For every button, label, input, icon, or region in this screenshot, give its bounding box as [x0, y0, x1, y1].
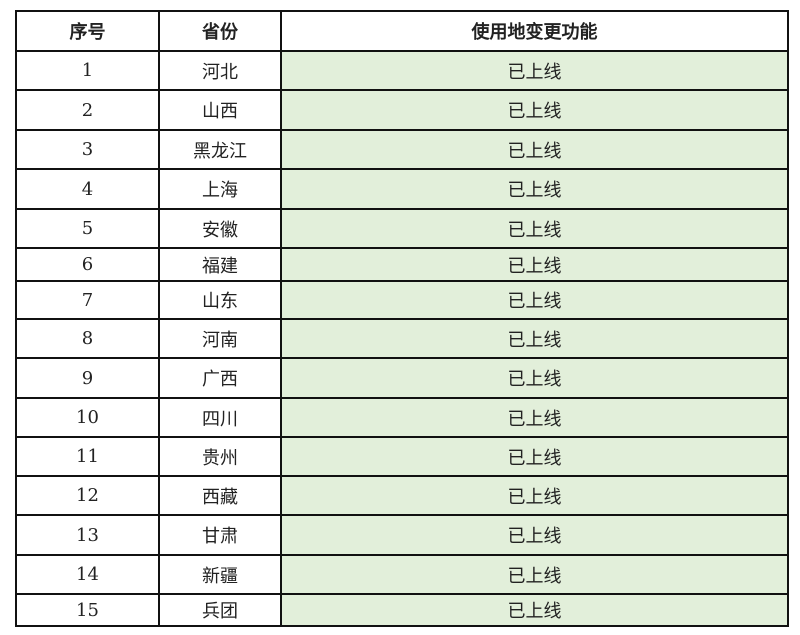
row-province: 西藏 [158, 475, 282, 516]
row-status: 已上线 [280, 475, 789, 516]
row-index: 14 [15, 554, 160, 595]
row-index: 12 [15, 475, 160, 516]
row-province: 新疆 [158, 554, 282, 595]
table-row: 10 四川 已上线 [15, 397, 789, 438]
table-row: 11 贵州 已上线 [15, 436, 789, 477]
row-index: 9 [15, 357, 160, 399]
header-feature: 使用地变更功能 [280, 10, 789, 52]
row-index: 4 [15, 168, 160, 210]
row-province: 山东 [158, 280, 282, 320]
row-status: 已上线 [280, 89, 789, 131]
row-province: 黑龙江 [158, 129, 282, 170]
row-index: 15 [15, 593, 160, 627]
row-province: 甘肃 [158, 514, 282, 556]
row-status: 已上线 [280, 554, 789, 595]
row-status: 已上线 [280, 280, 789, 320]
header-index: 序号 [15, 10, 160, 52]
table-row: 3 黑龙江 已上线 [15, 129, 789, 170]
row-status: 已上线 [280, 514, 789, 556]
row-province: 河南 [158, 318, 282, 359]
table-row: 13 甘肃 已上线 [15, 514, 789, 556]
table-row: 2 山西 已上线 [15, 89, 789, 131]
row-province: 福建 [158, 247, 282, 282]
row-province: 四川 [158, 397, 282, 438]
table-row: 14 新疆 已上线 [15, 554, 789, 595]
row-status: 已上线 [280, 50, 789, 91]
row-status: 已上线 [280, 129, 789, 170]
row-index: 13 [15, 514, 160, 556]
row-province: 广西 [158, 357, 282, 399]
row-index: 11 [15, 436, 160, 477]
header-row: 序号 省份 使用地变更功能 [15, 10, 789, 52]
row-index: 1 [15, 50, 160, 91]
row-index: 8 [15, 318, 160, 359]
row-index: 2 [15, 89, 160, 131]
row-status: 已上线 [280, 436, 789, 477]
row-status: 已上线 [280, 357, 789, 399]
row-index: 3 [15, 129, 160, 170]
row-index: 7 [15, 280, 160, 320]
row-province: 兵团 [158, 593, 282, 627]
row-province: 贵州 [158, 436, 282, 477]
row-province: 山西 [158, 89, 282, 131]
row-status: 已上线 [280, 208, 789, 249]
row-status: 已上线 [280, 593, 789, 627]
table-row: 6 福建 已上线 [15, 247, 789, 282]
row-status: 已上线 [280, 168, 789, 210]
table-row: 12 西藏 已上线 [15, 475, 789, 516]
row-province: 河北 [158, 50, 282, 91]
table-row: 9 广西 已上线 [15, 357, 789, 399]
row-province: 上海 [158, 168, 282, 210]
table-row: 8 河南 已上线 [15, 318, 789, 359]
table-row: 5 安徽 已上线 [15, 208, 789, 249]
table-row: 4 上海 已上线 [15, 168, 789, 210]
row-province: 安徽 [158, 208, 282, 249]
row-index: 10 [15, 397, 160, 438]
header-province: 省份 [158, 10, 282, 52]
row-status: 已上线 [280, 397, 789, 438]
row-index: 6 [15, 247, 160, 282]
table-row: 7 山东 已上线 [15, 280, 789, 320]
row-index: 5 [15, 208, 160, 249]
province-status-table: 序号 省份 使用地变更功能 1 河北 已上线 2 山西 已上线 3 黑龙江 已上线 4 上海 已上线 5… [15, 10, 789, 627]
table-row: 1 河北 已上线 [15, 50, 789, 91]
table-row: 15 兵团 已上线 [15, 593, 789, 627]
row-status: 已上线 [280, 247, 789, 282]
row-status: 已上线 [280, 318, 789, 359]
